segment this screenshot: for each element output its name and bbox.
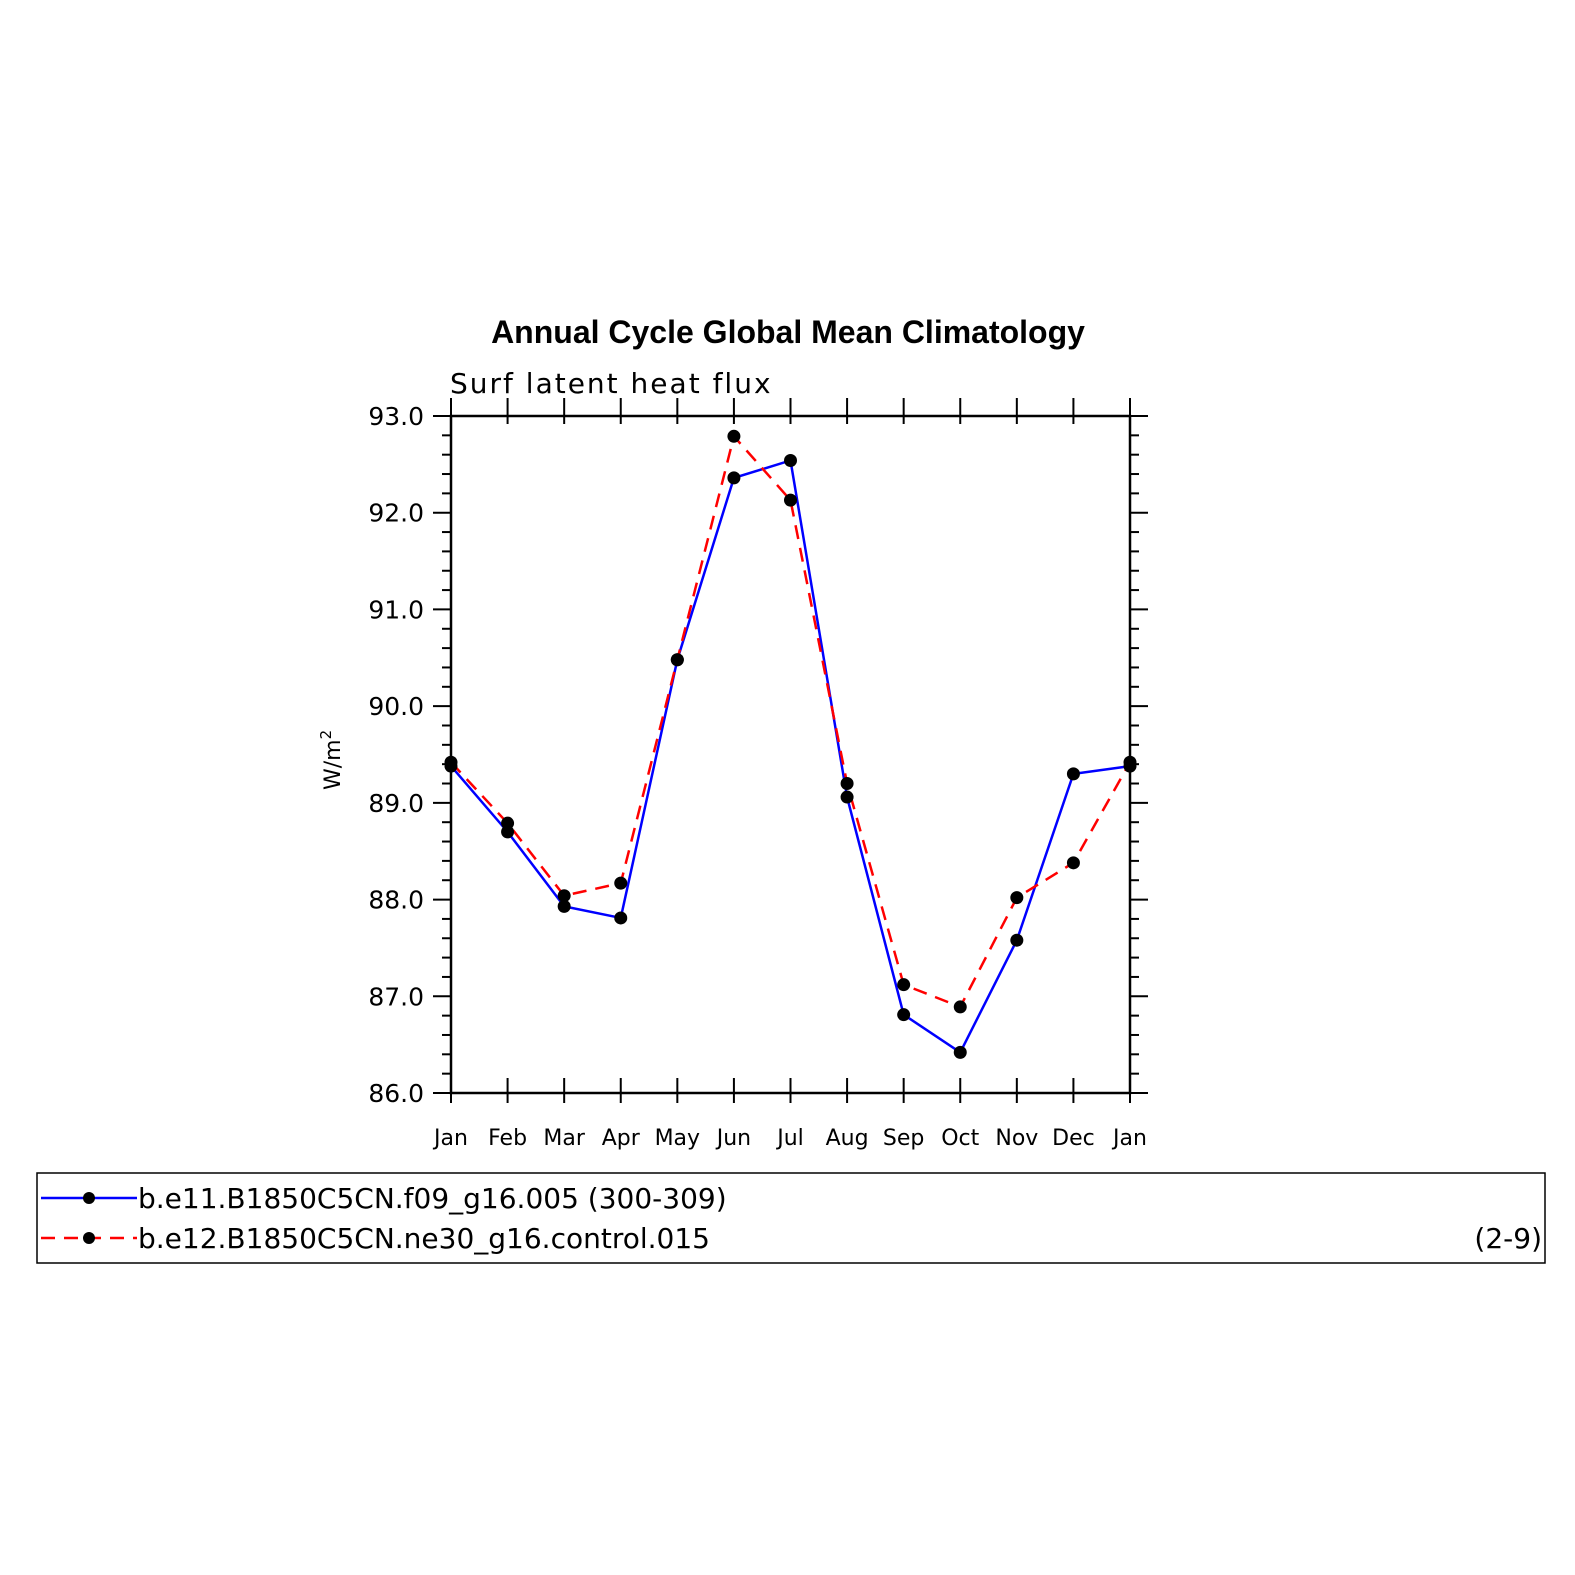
legend-label-series-2: b.e12.B1850C5CN.ne30_g16.control.015 xyxy=(138,1222,710,1255)
x-tick-label: May xyxy=(655,1126,700,1151)
data-point-series-2 xyxy=(953,1000,967,1014)
legend-marker-series-2 xyxy=(83,1232,95,1244)
data-point-series-1 xyxy=(953,1045,967,1059)
data-point-series-2 xyxy=(840,777,854,791)
y-tick-label: 90.0 xyxy=(368,692,424,721)
legend-label-series-2-suffix: (2-9) xyxy=(1474,1222,1542,1255)
x-tick-label: Feb xyxy=(488,1126,527,1151)
data-point-series-1 xyxy=(727,471,741,485)
data-point-series-1 xyxy=(557,899,571,913)
data-point-series-1 xyxy=(897,1008,911,1022)
x-tick-label: Dec xyxy=(1052,1126,1095,1151)
x-tick-label: Sep xyxy=(883,1126,924,1151)
series-line-2 xyxy=(450,433,1132,1009)
y-axis-label-text: W/m xyxy=(321,739,346,790)
svg-text:W/m2: W/m2 xyxy=(317,730,346,790)
x-tick-label: Nov xyxy=(995,1126,1038,1151)
plot-frame xyxy=(449,414,1132,1095)
y-axis-label-superscript: 2 xyxy=(317,730,335,740)
data-point-series-1 xyxy=(1010,933,1024,947)
data-point-series-2 xyxy=(784,493,797,507)
data-point-series-2 xyxy=(614,876,628,890)
y-tick-label: 93.0 xyxy=(368,402,424,431)
x-tick-labels: Jan Feb Mar Apr May Jun Jul Aug Sep Oct Nov Dec Jan xyxy=(432,1126,1147,1151)
y-tick-label: 91.0 xyxy=(368,595,424,624)
data-point-series-2 xyxy=(444,755,458,769)
y-tick-label: 86.0 xyxy=(368,1079,424,1108)
data-point-series-2 xyxy=(1066,856,1080,870)
data-point-series-2 xyxy=(501,816,515,830)
data-point-series-2 xyxy=(727,429,741,443)
y-tick-labels: 86.0 87.0 88.0 89.0 90.0 91.0 92.0 93.0 xyxy=(368,402,424,1108)
data-point-series-2 xyxy=(1123,755,1137,769)
y-tick-label: 87.0 xyxy=(368,982,424,1011)
legend-box xyxy=(36,1172,1546,1264)
x-tick-label: Apr xyxy=(602,1126,641,1151)
x-tick-label: Mar xyxy=(543,1126,585,1151)
x-tick-label: Aug xyxy=(826,1126,869,1151)
legend: b.e11.B1850C5CN.f09_g16.005 (300-309) b.… xyxy=(36,1172,1546,1264)
x-tick-label: Jan xyxy=(1111,1126,1147,1151)
data-point-series-1 xyxy=(614,911,628,925)
y-tick-label: 89.0 xyxy=(368,789,424,818)
y-tick-label: 88.0 xyxy=(368,886,424,915)
axis-ticks xyxy=(433,398,1148,1103)
x-tick-label: Jun xyxy=(715,1126,751,1151)
chart-title: Annual Cycle Global Mean Climatology xyxy=(491,314,1085,350)
data-point-series-2 xyxy=(557,889,571,903)
x-tick-label: Jan xyxy=(432,1126,468,1151)
series-layer xyxy=(444,429,1137,1059)
legend-label-series-1: b.e11.B1850C5CN.f09_g16.005 (300-309) xyxy=(138,1182,727,1215)
legend-marker-series-1 xyxy=(83,1192,95,1204)
chart-subtitle: Surf latent heat flux xyxy=(450,367,773,400)
data-point-series-2 xyxy=(670,653,684,667)
y-axis-label: W/m2 xyxy=(317,730,346,790)
data-point-series-1 xyxy=(1066,767,1080,781)
series-line-1 xyxy=(450,458,1131,1055)
x-tick-label: Jul xyxy=(775,1126,804,1151)
x-tick-label: Oct xyxy=(941,1126,979,1151)
data-point-series-1 xyxy=(840,790,854,804)
data-point-series-1 xyxy=(784,453,797,467)
y-tick-label: 92.0 xyxy=(368,499,424,528)
data-point-series-2 xyxy=(1010,891,1024,905)
data-point-series-2 xyxy=(897,978,911,992)
